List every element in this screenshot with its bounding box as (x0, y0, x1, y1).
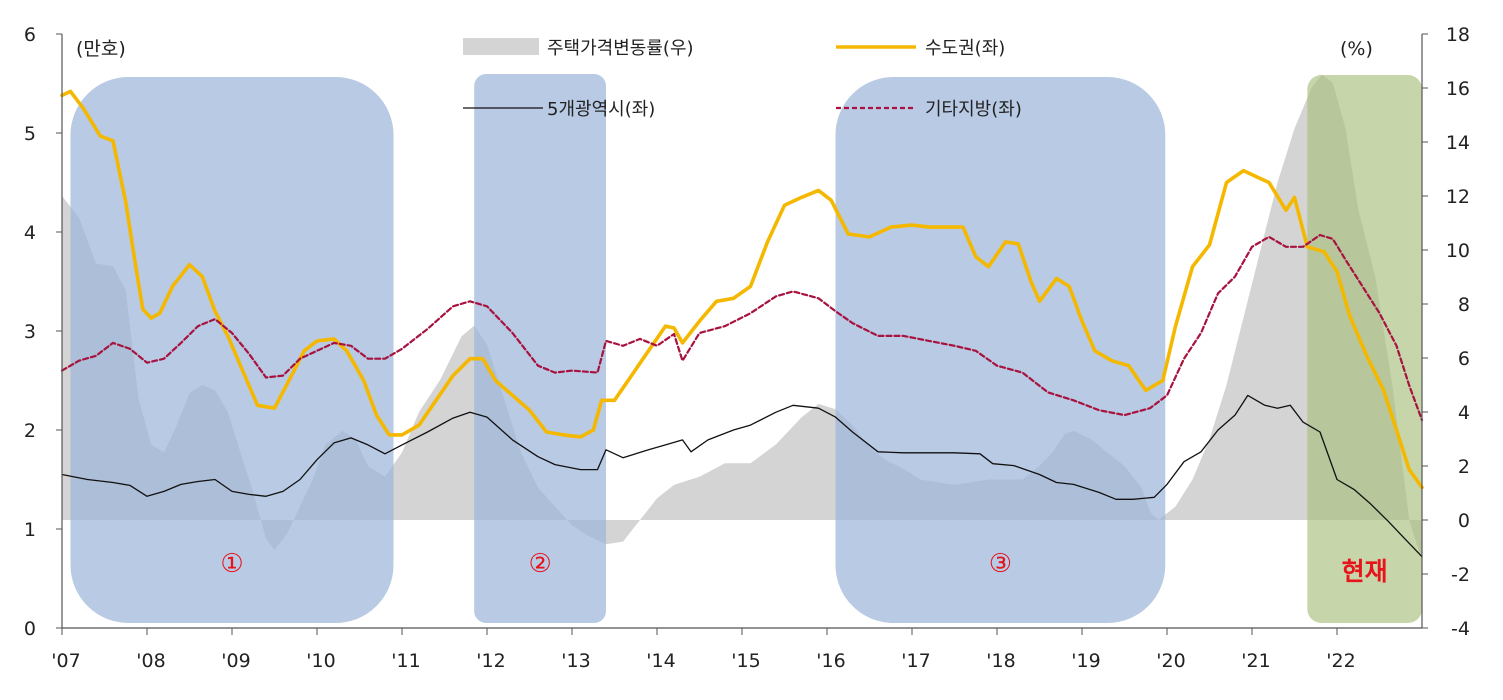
right-tick-label: 10 (1446, 240, 1470, 262)
period-label-4: 현재 (1342, 557, 1388, 586)
right-tick-label: -2 (1451, 564, 1470, 586)
axes-layer: 0123456-4-2024681012141618'07'08'09'10'1… (24, 24, 1470, 672)
legend-label-other: 기타지방(좌) (925, 99, 1022, 120)
series-line-capital (60, 89, 1424, 490)
x-tick-label: '07 (51, 650, 80, 672)
period-label-1: ① (220, 549, 243, 579)
x-tick-label: '09 (221, 650, 250, 672)
x-tick-label: '17 (901, 650, 930, 672)
series-line-metro5 (61, 394, 1423, 558)
right-tick-label: 2 (1458, 456, 1470, 478)
x-tick-label: '20 (1156, 650, 1185, 672)
right-tick-label: 4 (1458, 402, 1470, 424)
period-label-2: ② (528, 549, 551, 579)
x-tick-label: '15 (731, 650, 760, 672)
right-tick-label: -4 (1451, 618, 1470, 640)
highlight-period-layer: ① ② ③ 현재 (70, 74, 1422, 623)
right-tick-label: 8 (1458, 294, 1470, 316)
left-tick-label: 3 (24, 321, 36, 343)
line-series-layer (60, 89, 1424, 558)
right-tick-label: 14 (1446, 132, 1470, 154)
left-tick-label: 2 (24, 420, 36, 442)
x-tick-label: '11 (391, 650, 420, 672)
right-tick-label: 12 (1446, 186, 1470, 208)
x-tick-label: '19 (1071, 650, 1100, 672)
left-tick-label: 1 (24, 519, 36, 541)
legend-label-capital: 수도권(좌) (925, 38, 1005, 59)
legend-label-housing_price: 주택가격변동률(우) (547, 38, 694, 59)
right-tick-label: 0 (1458, 510, 1470, 532)
highlight-period-3 (835, 77, 1166, 623)
x-tick-label: '10 (306, 650, 335, 672)
right-tick-label: 18 (1446, 24, 1470, 46)
period-label-3: ③ (989, 549, 1012, 579)
x-tick-label: '14 (646, 650, 675, 672)
series-line-other (60, 233, 1424, 422)
left-axis-unit: (만호) (76, 38, 126, 60)
x-tick-label: '16 (816, 650, 845, 672)
highlight-period-2 (474, 74, 606, 623)
left-tick-label: 5 (24, 123, 36, 145)
x-tick-label: '18 (986, 650, 1015, 672)
left-tick-label: 4 (24, 222, 36, 244)
x-tick-label: '12 (476, 650, 505, 672)
x-tick-label: '21 (1241, 650, 1270, 672)
x-tick-label: '13 (561, 650, 590, 672)
left-tick-label: 6 (24, 24, 36, 46)
right-tick-label: 16 (1446, 78, 1470, 100)
right-axis-unit: (%) (1340, 38, 1373, 60)
right-tick-label: 6 (1458, 348, 1470, 370)
legend-swatch-housing_price (463, 38, 539, 55)
x-tick-label: '22 (1326, 650, 1355, 672)
x-tick-label: '08 (136, 650, 165, 672)
left-tick-label: 0 (24, 618, 36, 640)
legend: 주택가격변동률(우) 수도권(좌) 5개광역시(좌) 기타지방(좌) (463, 38, 1022, 120)
legend-label-metro5: 5개광역시(좌) (547, 99, 655, 120)
